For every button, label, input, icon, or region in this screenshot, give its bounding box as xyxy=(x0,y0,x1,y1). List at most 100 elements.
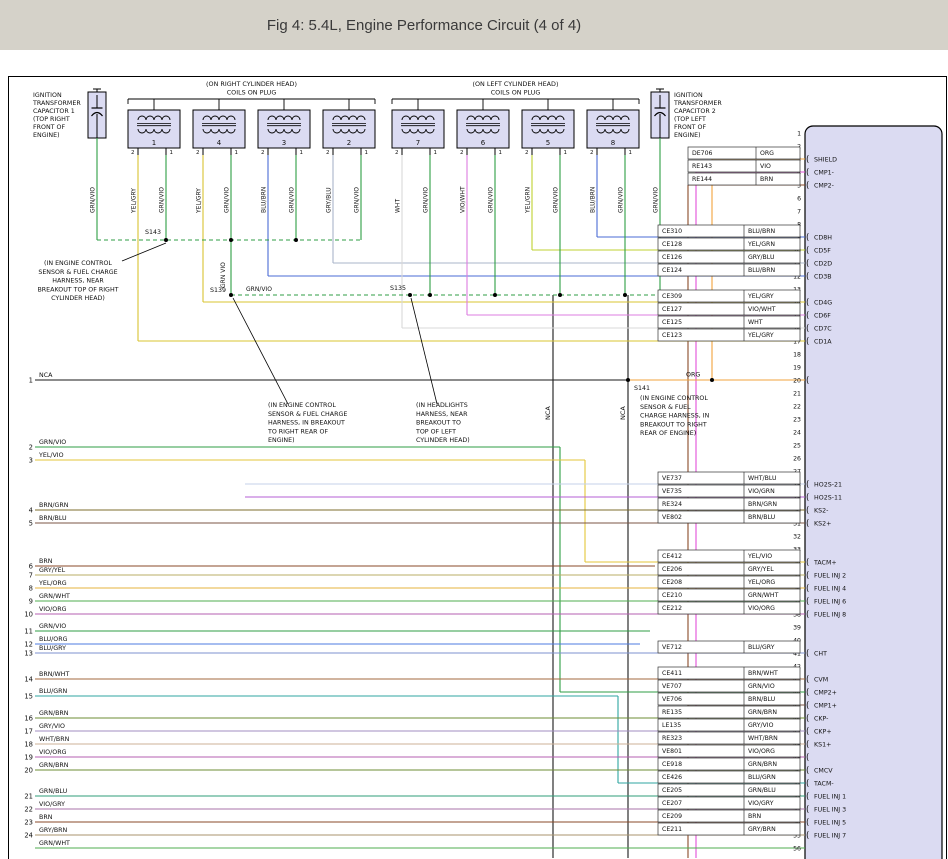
circuit-id: RE144 xyxy=(692,176,712,183)
wire-color-label: BLU/GRY xyxy=(748,644,775,651)
circuit-id: CE124 xyxy=(662,267,682,274)
junction-dot xyxy=(493,293,497,297)
junction-dot xyxy=(710,378,714,382)
wire-label-cell xyxy=(657,783,801,797)
pin-socket: ( xyxy=(806,740,809,750)
pin-socket: ( xyxy=(806,272,809,282)
wire-color-label: ORG xyxy=(686,372,700,379)
pin-socket: ( xyxy=(806,805,809,815)
capacitor-label: IGNITION xyxy=(674,92,703,99)
circuit-id: DE706 xyxy=(692,150,713,157)
junction-dot xyxy=(294,238,298,242)
left-wire-number: 7 xyxy=(29,572,33,580)
terminal-number: 2 xyxy=(525,150,529,156)
pin-function-label: CD3B xyxy=(814,273,832,280)
coil-winding xyxy=(137,115,171,121)
wire-color-label: BLU/GRY xyxy=(39,645,66,652)
wire-label-cell xyxy=(657,601,801,615)
pin-function-label: CHT xyxy=(814,650,827,657)
coil-winding xyxy=(466,115,500,121)
wire-color-label: VIO/ORG xyxy=(748,748,775,755)
wire-color-label: GRN/WHT xyxy=(39,840,70,847)
wire-color-label: GRN/BRN xyxy=(748,761,777,768)
pin-function-label: FUEL INJ 6 xyxy=(814,598,846,605)
pin-function-label: KS2+ xyxy=(814,520,831,527)
pin-function-label: CKP- xyxy=(814,715,828,722)
wire-label-cell xyxy=(657,705,801,719)
pin-socket: ( xyxy=(806,376,809,386)
circuit-id: CE209 xyxy=(662,813,682,820)
annotation: TO RIGHT REAR OF xyxy=(267,428,328,435)
left-wire-number: 2 xyxy=(29,444,33,452)
wire-color-label: BRN xyxy=(748,813,762,820)
pin-function-label: FUEL INJ 4 xyxy=(814,585,846,592)
circuit-id: VE706 xyxy=(662,696,682,703)
annotation: BREAKOUT TOP OF RIGHT xyxy=(37,286,118,293)
annotation: (IN ENGINE CONTROL xyxy=(268,402,336,409)
pin-socket: ( xyxy=(806,675,809,685)
pin-socket: ( xyxy=(806,168,809,178)
wire-color-label: BLU/BRN xyxy=(748,228,776,235)
wire-color-label: GRN/VIO xyxy=(653,187,660,213)
wire-color-label: GRN/VIO xyxy=(39,439,66,446)
circuit-id: CE212 xyxy=(662,605,682,612)
left-wire-number: 4 xyxy=(29,507,33,515)
coil-winding xyxy=(401,115,435,121)
wire-color-label: GRN/VIO xyxy=(553,187,560,213)
capacitor-label: TRANSFORMER xyxy=(32,100,81,107)
ignition-coil xyxy=(391,109,445,149)
coil-number: 6 xyxy=(481,139,486,147)
coil-number: 8 xyxy=(611,139,615,147)
wire-color-label: GRN/VIO xyxy=(39,623,66,630)
circuit-id: CE206 xyxy=(662,566,682,573)
wire-color-label: BRN/BLU xyxy=(748,696,775,703)
wire-color-label: GRN/VIO xyxy=(246,286,272,293)
circuit-id: CE207 xyxy=(662,800,682,807)
circuit-id: CE411 xyxy=(662,670,682,677)
wire-label-cell xyxy=(657,796,801,810)
pin-number: 20 xyxy=(793,377,801,384)
wire-color-label: VIO/ORG xyxy=(748,605,775,612)
wire-color-label: WHT/BLU xyxy=(748,475,777,482)
terminal-number: 2 xyxy=(261,150,265,156)
left-wire-number: 6 xyxy=(29,563,33,571)
pin-function-label: FUEL INJ 2 xyxy=(814,572,846,579)
pin-socket: ( xyxy=(806,701,809,711)
pin-socket: ( xyxy=(806,753,809,763)
pin-socket: ( xyxy=(806,831,809,841)
wire-color-label: GRY/VIO xyxy=(39,723,65,730)
circuit-id: VE802 xyxy=(662,514,682,521)
annotation: SENSOR & FUEL xyxy=(640,404,691,411)
splice-label: S143 xyxy=(145,229,161,236)
coil-group-label: COILS ON PLUG xyxy=(227,89,277,97)
coil-number: 3 xyxy=(282,139,286,147)
left-wire-number: 17 xyxy=(24,728,33,736)
wire-label-cell xyxy=(657,744,801,758)
wire-color-label: GRN/VIO xyxy=(748,683,775,690)
pin-number: 6 xyxy=(797,195,801,202)
circuit-id: VE712 xyxy=(662,644,682,651)
wire-color-label: VIO/WHT xyxy=(460,186,467,213)
pcm-connector xyxy=(804,125,943,859)
pin-number: 22 xyxy=(793,403,801,410)
pin-function-label: FUEL INJ 5 xyxy=(814,819,846,826)
wire-color-label: GRY/BRN xyxy=(39,827,68,834)
pin-socket: ( xyxy=(806,714,809,724)
figure-title: Fig 4: 5.4L, Engine Performance Circuit … xyxy=(266,16,582,34)
wire-color-label: GRN/VIO xyxy=(354,187,361,213)
wire-label-cell xyxy=(657,588,801,602)
pin-function-label: FUEL INJ 7 xyxy=(814,832,846,839)
terminal-number: 1 xyxy=(170,150,174,156)
pin-socket: ( xyxy=(806,766,809,776)
pin-socket: ( xyxy=(806,298,809,308)
capacitor-label: CAPACITOR 2 xyxy=(674,108,716,115)
wire-label-cell xyxy=(657,718,801,732)
pin-function-label: CD8H xyxy=(814,234,832,241)
coil-winding xyxy=(267,128,301,134)
wire-label-cell xyxy=(657,666,801,680)
junction-dot xyxy=(164,238,168,242)
wire-color-label: BLU/BRN xyxy=(590,187,597,213)
pin-number: 55 xyxy=(793,832,801,839)
coil-winding xyxy=(332,115,366,121)
left-wire-number: 10 xyxy=(24,611,33,619)
